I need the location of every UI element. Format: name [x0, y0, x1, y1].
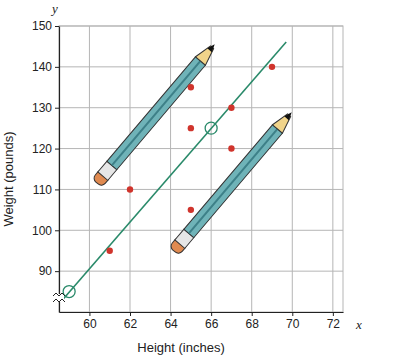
pencil-illustration — [92, 40, 220, 187]
pencil-stripe — [112, 61, 201, 165]
pencil-wood — [273, 111, 295, 133]
y-grid-line — [59, 148, 343, 149]
x-tick-mark — [130, 312, 131, 316]
y-tick-mark — [55, 230, 59, 231]
x-tick-label: 72 — [327, 317, 341, 331]
y-tick-mark — [55, 271, 59, 272]
pencil-illustration — [169, 108, 297, 255]
y-grid-line — [59, 189, 343, 190]
y-tick-label: 140 — [32, 60, 52, 74]
y-tick-label: 110 — [33, 183, 52, 197]
y-grid-line — [59, 271, 343, 272]
x-tick-mark — [89, 312, 90, 316]
y-tick: 150 — [32, 19, 59, 33]
x-grid-line — [292, 26, 293, 312]
x-tick-mark — [333, 312, 334, 316]
y-axis-title: Weight (pounds) — [1, 131, 16, 226]
chart: 60 62 64 66 68 70 72 90 100 110 120 130 140 150 Height… — [0, 0, 393, 358]
line-point — [205, 122, 217, 134]
x-tick-mark — [292, 312, 293, 316]
x-tick-label: 64 — [164, 317, 178, 331]
y-tick: 110 — [33, 183, 59, 197]
y-tick-mark — [55, 67, 59, 68]
y-axis-line — [59, 27, 60, 313]
y-tick-mark — [55, 26, 59, 27]
x-tick: 68 — [246, 312, 260, 331]
x-tick-mark — [171, 312, 172, 316]
axis-break-gap — [54, 294, 64, 302]
x-tick-mark — [252, 312, 253, 316]
x-tick-label: 66 — [205, 317, 219, 331]
x-tick-label: 68 — [246, 317, 260, 331]
y-tick: 140 — [32, 60, 59, 74]
x-tick: 72 — [327, 312, 341, 331]
x-grid-line — [211, 26, 212, 312]
y-tick-label: 150 — [32, 19, 52, 33]
x-tick: 66 — [205, 312, 219, 331]
data-point — [127, 186, 133, 192]
fit-line — [63, 42, 286, 299]
y-tick: 100 — [32, 224, 59, 238]
data-point — [107, 248, 113, 254]
data-point — [188, 84, 194, 90]
data-point — [269, 64, 275, 70]
pencil-lead — [284, 110, 294, 120]
axis-break — [53, 293, 65, 296]
x-grid-line — [170, 26, 171, 312]
axis-break — [53, 299, 65, 302]
x-axis-symbol: x — [355, 317, 362, 332]
y-tick: 120 — [32, 142, 59, 156]
data-point — [188, 125, 194, 131]
x-tick: 70 — [286, 312, 300, 331]
data-point — [188, 207, 194, 213]
y-tick-mark — [55, 189, 59, 190]
x-axis-title: Height (inches) — [137, 340, 224, 355]
y-axis-symbol: y — [50, 1, 58, 16]
plot: 60 62 64 66 68 70 72 90 100 110 120 130 140 150 — [32, 19, 344, 330]
y-tick-mark — [55, 108, 59, 109]
x-axis: 60 62 64 66 68 70 72 — [60, 312, 344, 331]
x-tick-label: 62 — [124, 317, 138, 331]
y-tick: 130 — [32, 101, 59, 115]
y-tick-label: 120 — [32, 142, 52, 156]
y-tick-mark — [55, 149, 59, 150]
x-grid-line — [332, 26, 333, 312]
x-tick-mark — [211, 312, 212, 316]
marks — [63, 42, 286, 299]
y-grid-line — [59, 107, 343, 108]
x-axis-line — [60, 312, 344, 313]
y-axis: 90 100 110 120 130 140 150 — [32, 19, 60, 312]
y-tick-label: 130 — [32, 101, 52, 115]
data-point — [228, 145, 234, 151]
pencil-stripe — [189, 129, 278, 233]
x-tick: 60 — [83, 312, 97, 331]
pencil-lead — [207, 42, 217, 52]
x-tick: 64 — [164, 312, 178, 331]
x-tick: 62 — [124, 312, 138, 331]
y-tick-label: 100 — [32, 224, 52, 238]
pencil-wood — [196, 43, 218, 65]
data-point — [228, 105, 234, 111]
y-grid-line — [59, 26, 343, 27]
y-tick: 90 — [39, 264, 59, 278]
x-tick-label: 60 — [83, 317, 97, 331]
plot-frame — [59, 26, 343, 312]
y-tick-label: 90 — [39, 264, 53, 278]
x-tick-label: 70 — [286, 317, 300, 331]
x-grid-line — [130, 26, 131, 312]
grid — [59, 26, 343, 312]
